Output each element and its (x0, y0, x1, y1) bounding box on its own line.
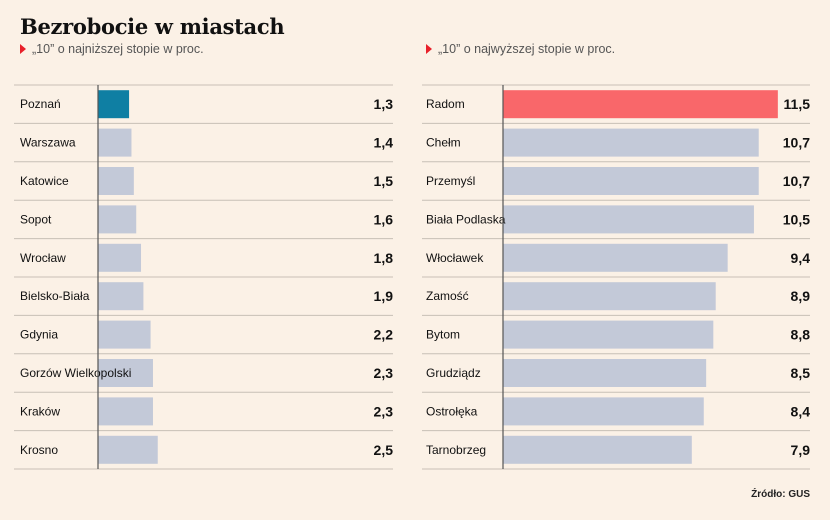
triangle-marker-icon (20, 44, 26, 54)
category-label: Radom (426, 97, 465, 111)
bar (98, 243, 142, 272)
subtitle-lowest-text: „10” o najniższej stopie w proc. (32, 42, 204, 56)
bar (503, 397, 704, 426)
value-label: 11,5 (784, 96, 811, 112)
value-label: 1,8 (374, 250, 394, 266)
value-label: 2,3 (374, 403, 394, 419)
bar (98, 282, 144, 311)
bar (503, 243, 728, 272)
bar (98, 397, 153, 426)
category-label: Przemyśl (426, 174, 475, 188)
bar (503, 359, 707, 387)
bar (98, 435, 158, 464)
subtitle-highest: „10” o najwyższej stopie w proc. (426, 42, 615, 56)
value-label: 10,7 (783, 173, 810, 189)
bar (98, 90, 130, 119)
bar (98, 167, 134, 195)
bar (98, 359, 153, 387)
category-label: Warszawa (20, 136, 76, 150)
category-label: Biała Podlaska (426, 212, 506, 226)
category-label: Gorzów Wielkopolski (20, 366, 131, 380)
bar (503, 282, 716, 311)
category-label: Grudziądz (426, 366, 481, 380)
subtitle-highest-text: „10” o najwyższej stopie w proc. (438, 42, 616, 56)
bar (503, 167, 759, 195)
value-label: 1,5 (374, 173, 394, 189)
chart-lowest-unemployment: Poznań 1,3 Warszawa 1,4 Katowice 1,5 Sopot 1,6 W… (14, 84, 394, 470)
category-label: Gdynia (20, 328, 58, 342)
value-label: 2,2 (374, 327, 394, 343)
value-label: 2,3 (374, 365, 394, 381)
bar (98, 320, 151, 349)
source-note: Źródło: GUS (751, 489, 810, 500)
category-label: Włocławek (426, 251, 484, 265)
category-label: Bielsko-Biała (20, 289, 90, 303)
category-label: Ostrołęka (426, 404, 478, 418)
bar (503, 205, 754, 234)
value-label: 10,7 (783, 135, 810, 151)
bar (98, 128, 132, 157)
category-label: Bytom (426, 328, 460, 342)
category-label: Tarnobrzeg (426, 443, 486, 457)
bar (503, 435, 692, 464)
value-label: 10,5 (783, 211, 810, 227)
value-label: 8,8 (791, 327, 811, 343)
value-label: 8,9 (791, 288, 811, 304)
category-label: Poznań (20, 97, 61, 111)
category-label: Sopot (20, 212, 52, 226)
bar (503, 320, 714, 349)
subtitle-lowest: „10” o najniższej stopie w proc. (20, 42, 204, 56)
value-label: 8,4 (791, 403, 811, 419)
bar (503, 128, 759, 157)
value-label: 1,9 (374, 288, 394, 304)
bar (503, 90, 778, 119)
value-label: 8,5 (791, 365, 811, 381)
category-label: Wrocław (20, 251, 66, 265)
category-label: Kraków (20, 404, 60, 418)
bar (98, 205, 137, 234)
value-label: 7,9 (791, 442, 811, 458)
category-label: Katowice (20, 174, 69, 188)
value-label: 1,4 (374, 135, 394, 151)
value-label: 1,3 (374, 96, 394, 112)
category-label: Krosno (20, 443, 58, 457)
triangle-marker-icon (426, 44, 432, 54)
category-label: Zamość (426, 289, 469, 303)
chart-highest-unemployment: Radom 11,5 Chełm 10,7 Przemyśl 10,7 Biała Podl… (422, 84, 811, 470)
category-label: Chełm (426, 136, 461, 150)
chart-title: Bezrobocie w miastach (20, 14, 285, 39)
value-label: 1,6 (374, 211, 394, 227)
value-label: 2,5 (374, 442, 394, 458)
value-label: 9,4 (791, 250, 811, 266)
